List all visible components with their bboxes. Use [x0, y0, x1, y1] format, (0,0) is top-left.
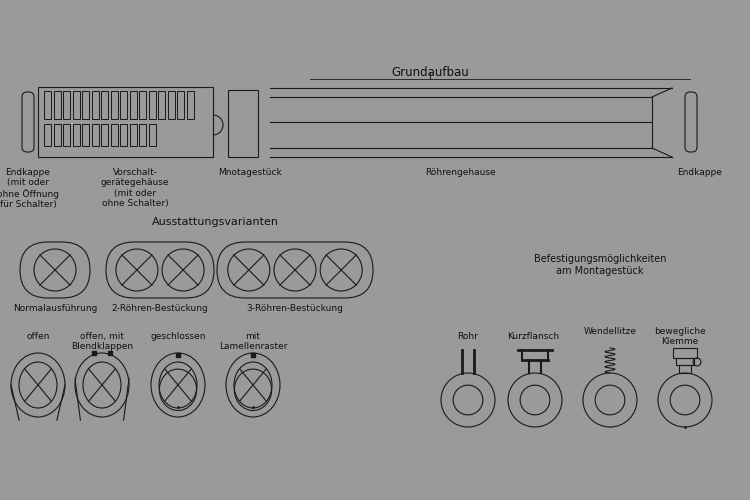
- Bar: [44, 91, 51, 119]
- Text: 3-Röhren-Bestückung: 3-Röhren-Bestückung: [247, 304, 344, 313]
- Text: Normalausführung: Normalausführung: [13, 304, 98, 313]
- Bar: [110, 124, 118, 146]
- Bar: [139, 91, 146, 119]
- Bar: [139, 124, 146, 146]
- Text: offen: offen: [26, 332, 50, 341]
- Bar: [92, 124, 98, 146]
- Bar: [82, 124, 89, 146]
- Bar: [148, 124, 155, 146]
- Bar: [73, 91, 80, 119]
- Bar: [228, 90, 258, 157]
- Bar: [101, 91, 108, 119]
- Text: Befestigungsmöglichkeiten
am Montagestück: Befestigungsmöglichkeiten am Montagestüc…: [534, 254, 666, 276]
- Bar: [63, 124, 70, 146]
- Bar: [158, 91, 165, 119]
- Bar: [101, 124, 108, 146]
- Bar: [120, 91, 127, 119]
- Bar: [63, 91, 70, 119]
- Bar: [82, 91, 89, 119]
- Text: Grundaufbau: Grundaufbau: [392, 66, 469, 78]
- Bar: [130, 124, 136, 146]
- Text: Wendellitze: Wendellitze: [584, 327, 637, 336]
- Bar: [673, 348, 697, 358]
- Bar: [187, 91, 194, 119]
- Bar: [679, 365, 691, 373]
- Bar: [167, 91, 175, 119]
- Bar: [148, 91, 155, 119]
- Bar: [177, 91, 184, 119]
- Text: Mnotagestück: Mnotagestück: [218, 168, 282, 177]
- Text: Röhrengehause: Röhrengehause: [424, 168, 495, 177]
- Bar: [38, 87, 213, 157]
- Bar: [73, 124, 80, 146]
- Text: Endkappe: Endkappe: [677, 168, 722, 177]
- Bar: [53, 91, 61, 119]
- Text: Vorschalt-
gerätegehäuse
(mit oder
ohne Schalter): Vorschalt- gerätegehäuse (mit oder ohne …: [100, 168, 170, 208]
- Bar: [120, 124, 127, 146]
- Bar: [676, 358, 694, 365]
- Text: bewegliche
Klemme: bewegliche Klemme: [654, 327, 706, 346]
- Text: Kurzflansch: Kurzflansch: [507, 332, 559, 341]
- Text: 2-Röhren-Bestückung: 2-Röhren-Bestückung: [112, 304, 209, 313]
- Text: geschlossen: geschlossen: [150, 332, 206, 341]
- Bar: [110, 91, 118, 119]
- Text: mit
Lamellenraster: mit Lamellenraster: [219, 332, 287, 351]
- Text: offen, mit
Blendklappen: offen, mit Blendklappen: [71, 332, 133, 351]
- Bar: [92, 91, 98, 119]
- Bar: [53, 124, 61, 146]
- Text: Rohr: Rohr: [458, 332, 478, 341]
- Bar: [130, 91, 136, 119]
- Text: Endkappe
(mit oder
ohne Öffnung
für Schalter): Endkappe (mit oder ohne Öffnung für Scha…: [0, 168, 59, 209]
- Text: Ausstattungsvarianten: Ausstattungsvarianten: [152, 217, 278, 227]
- Bar: [44, 124, 51, 146]
